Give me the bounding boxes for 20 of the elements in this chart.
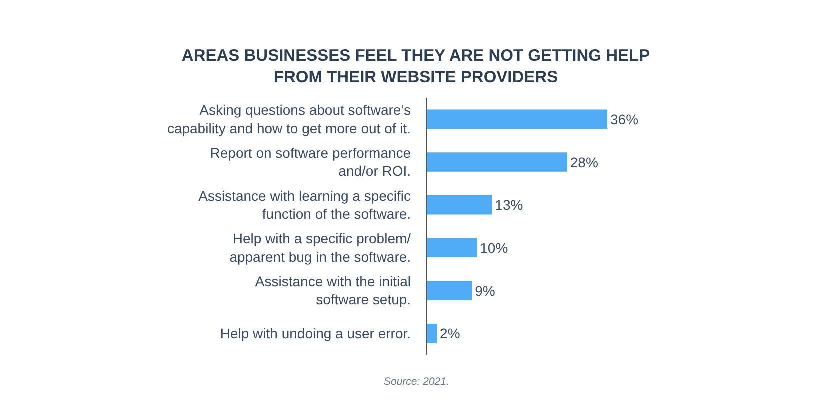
y-tick-label: Assistance with the initial software setup.: [255, 274, 412, 308]
bar: [427, 238, 478, 258]
data-label: 9%: [475, 282, 496, 299]
y-tick-label: Asking questions about software’s capability and how to get more out of it.: [167, 102, 412, 136]
data-label: 36%: [610, 111, 639, 128]
y-tick-label: Help with a specific problem/ apparent bug in the software.: [230, 230, 412, 265]
y-tick-label: Help with undoing a user error.: [220, 325, 412, 342]
bar: [427, 152, 568, 172]
y-tick-label: Report on software performance and/or ROI.: [210, 145, 412, 180]
data-label: 2%: [440, 326, 460, 342]
bar: [427, 324, 438, 344]
data-label: 28%: [570, 154, 598, 170]
source-note: Source: 2021.: [384, 376, 450, 388]
data-label: 10%: [480, 240, 508, 256]
bar: [427, 110, 608, 130]
y-tick-label: Assistance with learning a specific function of the software.: [198, 188, 412, 222]
chart-title: AREAS BUSINESSES FEEL THEY ARE NOT GETTING HELP FROM THEIR WEBSITE PROVIDERS: [182, 47, 650, 86]
bar: [427, 281, 472, 300]
data-label: 13%: [495, 197, 524, 214]
bar: [427, 195, 492, 215]
